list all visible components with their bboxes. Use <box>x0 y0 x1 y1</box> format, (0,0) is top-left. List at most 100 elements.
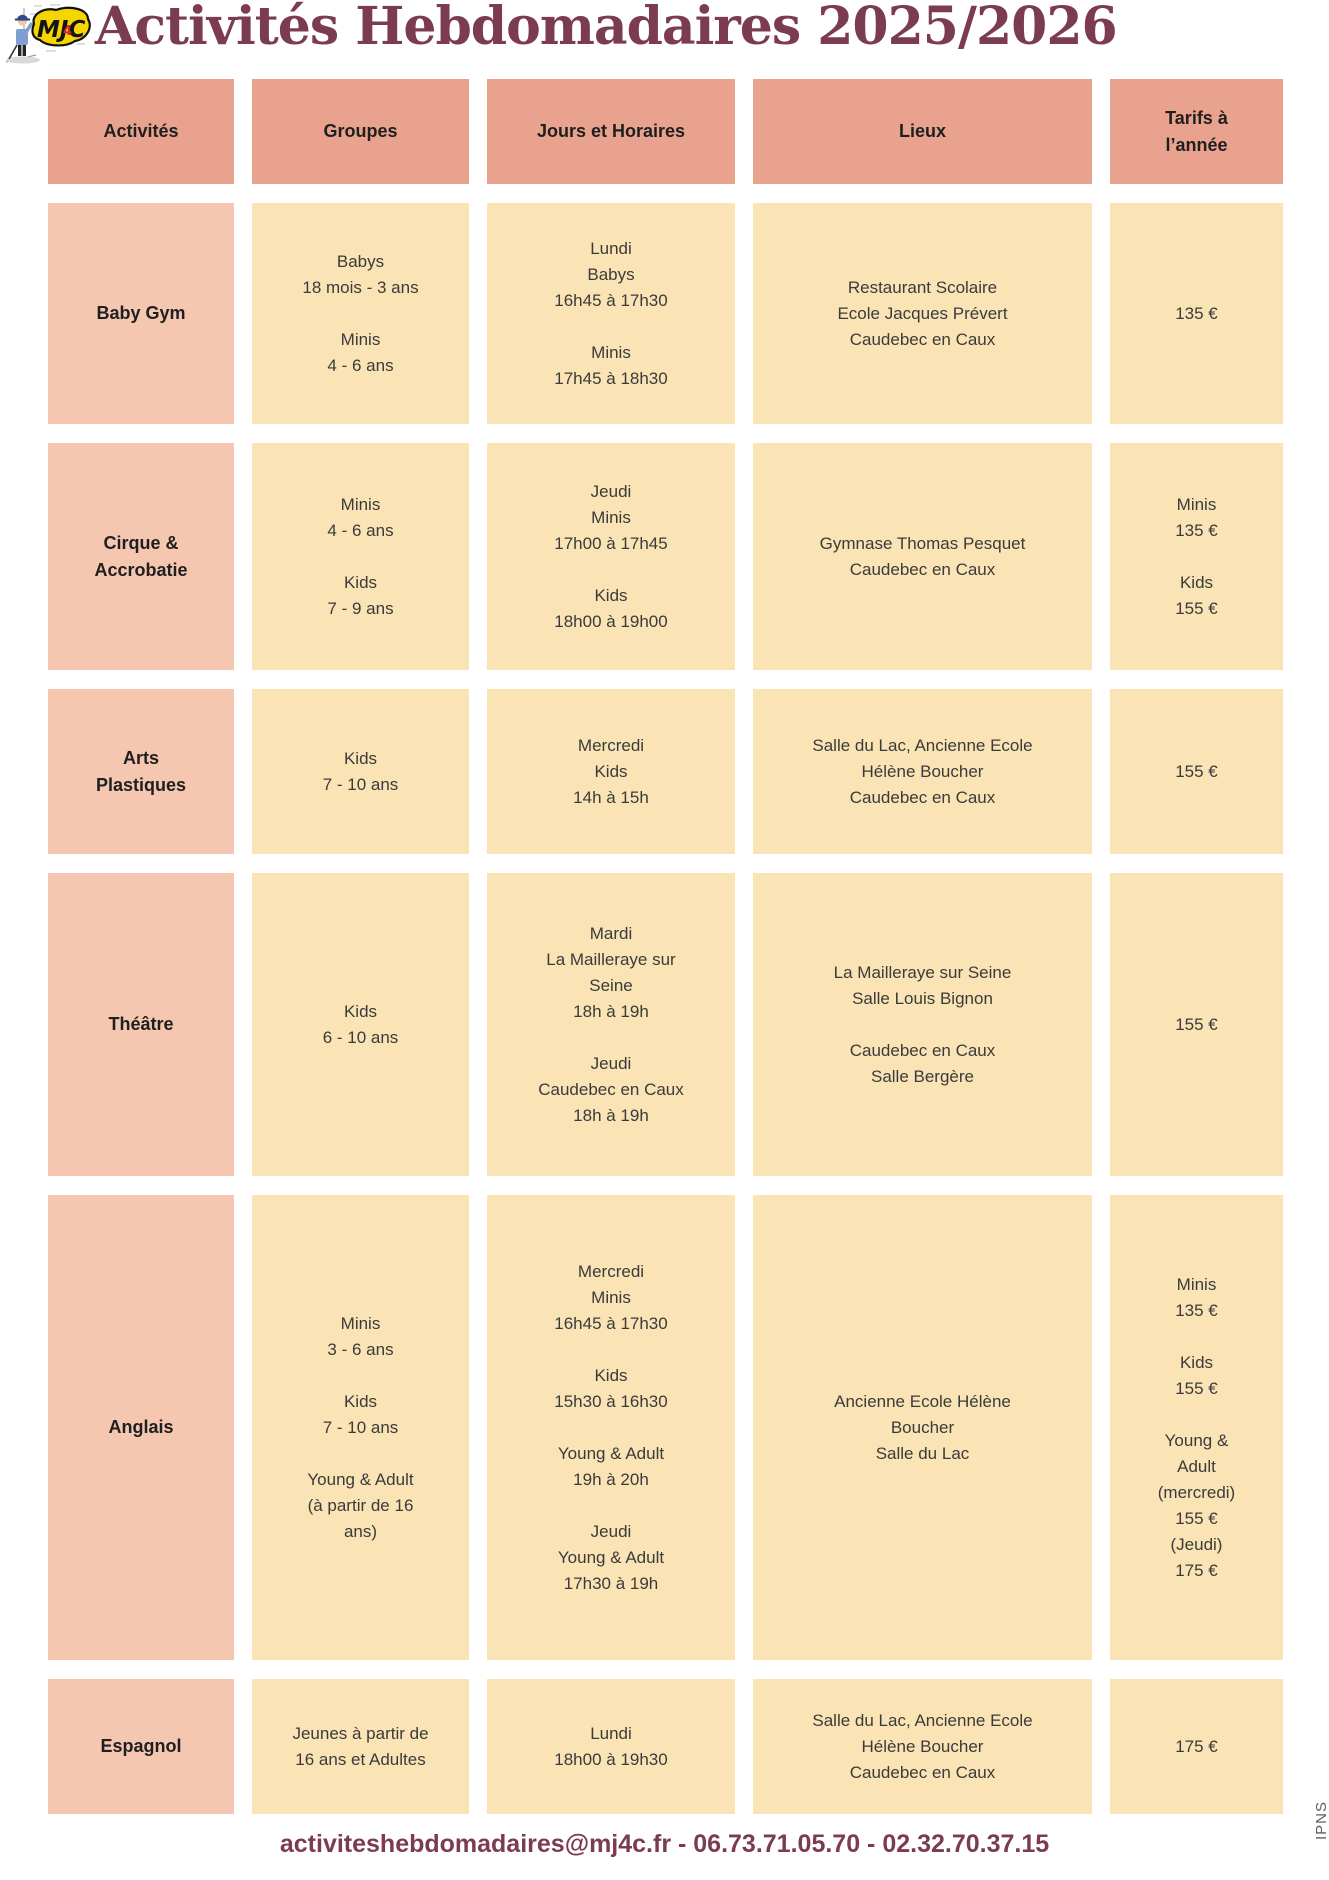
text-line: Ecole Jacques Prévert <box>837 303 1008 323</box>
activity-line: Baby Gym <box>96 303 186 323</box>
groupes-cell: Minis 4 - 6 ans Kids 7 - 9 ans <box>252 443 469 670</box>
text-line: 155 € <box>1175 1508 1218 1528</box>
text-line: Kids <box>343 748 378 768</box>
text-line: Jeudi <box>590 1521 632 1541</box>
text-line: Kids <box>1179 1352 1214 1372</box>
groupes-group: Kids 7 - 10 ans <box>323 746 399 798</box>
jours-group: Mercredi Kids 14h à 15h <box>573 733 649 811</box>
logo-text: MJC <box>37 17 85 43</box>
jours-group: Kids 18h00 à 19h00 <box>554 583 667 635</box>
text-line: 7 - 9 ans <box>327 598 394 618</box>
header-cell-jours-horaires: Jours et Horaires <box>487 79 735 184</box>
text-line: Jeudi <box>590 1053 632 1073</box>
groupes-group: Kids 7 - 10 ans <box>323 1389 399 1441</box>
text-line: Jeudi <box>590 481 632 501</box>
text-line: Hélène Boucher <box>861 761 984 781</box>
activity-line: Théâtre <box>108 1014 174 1034</box>
jours-group: Jeudi Young & Adult 17h30 à 19h <box>558 1519 664 1597</box>
text-line: Minis <box>591 1287 631 1307</box>
header-cell-activites: Activités <box>48 79 234 184</box>
contact-line: activiteshebdomadaires@mj4c.fr - 06.73.7… <box>279 1830 1050 1858</box>
jours-cell: Mercredi Minis 16h45 à 17h30 Kids 15h30 à 16… <box>487 1195 735 1660</box>
groupes-group: Minis 3 - 6 ans <box>327 1311 393 1363</box>
jours-group: Jeudi Caudebec en Caux 18h à 19h <box>538 1051 684 1129</box>
lieux-cell: Salle du Lac, Ancienne Ecole Hélène Bouch… <box>753 1679 1092 1814</box>
activity-line: Espagnol <box>100 1736 182 1756</box>
activity-cell: Anglais <box>48 1195 234 1660</box>
jours-cell: Mardi La Mailleraye sur Seine 18h à 19h Jeud… <box>487 873 735 1176</box>
activity-line: Arts <box>122 747 159 768</box>
text-line: 18h00 à 19h00 <box>554 611 668 631</box>
groupes-group: Minis 4 - 6 ans <box>327 327 393 379</box>
activity-line: Cirque & <box>103 532 179 553</box>
jours-group: Jeudi Minis 17h00 à 17h45 <box>554 479 667 557</box>
tarifs-group: Kids 155 € <box>1175 1350 1218 1402</box>
text-line: Salle du Lac <box>875 1443 970 1463</box>
groupes-cell: Babys 18 mois - 3 ans Minis 4 - 6 ans <box>252 203 469 424</box>
text-line: 6 - 10 ans <box>322 1027 399 1047</box>
activity-cell: Théâtre <box>48 873 234 1176</box>
lieux-group: Gymnase Thomas Pesquet Caudebec en Caux <box>820 531 1026 583</box>
header-cell-tarifs: Tarifs à l’année <box>1110 79 1283 184</box>
text-line: 16h45 à 17h30 <box>554 1313 668 1333</box>
tarifs-group: 135 € <box>1175 301 1218 327</box>
text-line: Young & <box>1164 1430 1229 1450</box>
tarifs-cell: 175 € <box>1110 1679 1283 1814</box>
jours-cell: Lundi Babys 16h45 à 17h30 Minis 17h45 à 18h3… <box>487 203 735 424</box>
tarifs-group: 155 € <box>1175 759 1218 785</box>
jours-group: Kids 15h30 à 16h30 <box>554 1363 667 1415</box>
text-line: 155 € <box>1175 1378 1218 1398</box>
header-line: Lieux <box>898 121 946 141</box>
text-line: Minis <box>591 507 631 527</box>
text-line: Seine <box>589 975 633 995</box>
text-line: Lundi <box>590 238 632 258</box>
text-line: Caudebec en Caux <box>849 329 996 349</box>
text-line: 17h45 à 18h30 <box>554 368 668 388</box>
text-line: (mercredi) <box>1157 1482 1236 1502</box>
text-line: 18h à 19h <box>573 1105 649 1125</box>
lieux-cell: Gymnase Thomas Pesquet Caudebec en Caux <box>753 443 1092 670</box>
logo-accent: 4 <box>63 24 72 39</box>
lieux-cell: Restaurant Scolaire Ecole Jacques Prévert… <box>753 203 1092 424</box>
header-line: Jours et Horaires <box>536 121 686 141</box>
text-line: Kids <box>343 1001 378 1021</box>
text-line: 15h30 à 16h30 <box>554 1391 668 1411</box>
lieux-group: Restaurant Scolaire Ecole Jacques Prévert… <box>837 275 1007 353</box>
jours-group: Mercredi Minis 16h45 à 17h30 <box>554 1259 667 1337</box>
lieux-cell: La Mailleraye sur Seine Salle Louis Bigno… <box>753 873 1092 1176</box>
text-line: Caudebec en Caux <box>849 787 996 807</box>
activity-cell: Baby Gym <box>48 203 234 424</box>
text-line: 4 - 6 ans <box>327 355 394 375</box>
lieux-group: Caudebec en Caux Salle Bergère <box>850 1038 996 1090</box>
text-line: 155 € <box>1175 761 1218 781</box>
groupes-group: Jeunes à partir de 16 ans et Adultes <box>292 1721 428 1773</box>
tarifs-cell: Minis 135 € Kids 155 € <box>1110 443 1283 670</box>
text-line: (à partir de 16 <box>307 1495 414 1515</box>
jours-group: Minis 17h45 à 18h30 <box>554 340 667 392</box>
text-line: 155 € <box>1175 1014 1218 1034</box>
text-line: Jeunes à partir de <box>292 1723 429 1743</box>
text-line: 19h à 20h <box>573 1469 649 1489</box>
groupes-group: Young & Adult (à partir de 16 ans) <box>307 1467 413 1545</box>
text-line: Caudebec en Caux <box>849 559 996 579</box>
tarifs-cell: 155 € <box>1110 689 1283 854</box>
text-line: Salle du Lac, Ancienne Ecole <box>812 1710 1033 1730</box>
jours-cell: Mercredi Kids 14h à 15h <box>487 689 735 854</box>
text-line: Kids <box>594 585 628 605</box>
text-line: 7 - 10 ans <box>322 774 399 794</box>
text-line: 175 € <box>1175 1560 1218 1580</box>
text-line: Babys <box>587 264 635 284</box>
ipns-note: IPNS <box>1312 1800 1329 1841</box>
text-line: Minis <box>1176 494 1217 514</box>
tarifs-group: Young & Adult (mercredi) 155 € (Jeudi) 175 € <box>1158 1428 1235 1584</box>
text-line: Kids <box>594 761 628 781</box>
text-line: 16h45 à 17h30 <box>554 290 668 310</box>
text-line: Boucher <box>890 1417 955 1437</box>
text-line: Kids <box>343 1391 378 1411</box>
text-line: La Mailleraye sur <box>546 949 676 969</box>
text-line: Lundi <box>590 1723 632 1743</box>
text-line: Kids <box>1179 572 1214 592</box>
jours-group: Mardi La Mailleraye sur Seine 18h à 19h <box>546 921 675 1025</box>
text-line: Salle du Lac, Ancienne Ecole <box>812 735 1033 755</box>
text-line: 4 - 6 ans <box>327 520 394 540</box>
